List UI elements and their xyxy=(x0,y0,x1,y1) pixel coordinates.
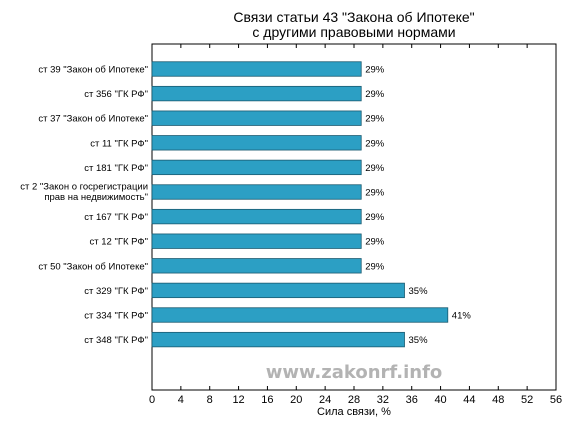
x-tick-label: 12 xyxy=(232,394,244,406)
chart-title-line: Связи статьи 43 "Закона об Ипотеке" xyxy=(233,9,474,25)
chart-title-line: с другими правовыми нормами xyxy=(252,24,455,40)
bar xyxy=(151,307,449,323)
category-label: ст 39 "Закон об Ипотеке" xyxy=(38,65,148,76)
x-tick-label: 24 xyxy=(319,394,331,406)
data-label: 29% xyxy=(365,65,385,76)
x-tick-label: 48 xyxy=(492,394,504,406)
bar xyxy=(151,331,405,348)
bar xyxy=(151,61,362,77)
x-tick-label: 40 xyxy=(434,394,446,406)
data-label: 35% xyxy=(409,335,429,346)
x-axis: 0 4 8 12 16 20 24 28 32 36 40 44 48 52 56 xyxy=(149,44,562,406)
bar xyxy=(151,85,362,102)
category-label: ст 356 "ГК РФ" xyxy=(84,89,148,100)
category-label: ст 334 "ГК РФ" xyxy=(84,311,148,322)
category-label: ст 329 "ГК РФ" xyxy=(84,286,148,297)
data-label: 29% xyxy=(365,261,385,272)
bar xyxy=(151,159,362,176)
chart-title: Связи статьи 43 "Закона об Ипотеке"с дру… xyxy=(233,9,474,40)
category-label: ст 2 "Закон о госрегистрации прав на недв… xyxy=(20,182,148,204)
category-label: ст 12 "ГК РФ" xyxy=(90,237,148,248)
bars xyxy=(151,61,449,348)
bar xyxy=(151,233,362,249)
data-label: 35% xyxy=(409,286,429,297)
x-tick-label: 0 xyxy=(149,394,155,406)
watermark-text: www.zakonrf.info xyxy=(266,362,443,383)
category-label: ст 181 "ГК РФ" xyxy=(84,163,148,174)
category-label: ст 37 "Закон об Ипотеке" xyxy=(38,114,148,125)
category-label: ст 50 "Закон об Ипотеке" xyxy=(38,261,148,272)
data-label: 29% xyxy=(365,138,385,149)
x-tick-label: 16 xyxy=(261,394,273,406)
data-label: 29% xyxy=(365,237,385,248)
data-label: 41% xyxy=(452,311,472,322)
bar xyxy=(151,258,362,274)
x-tick-label: 20 xyxy=(290,394,302,406)
category-label: ст 167 "ГК РФ" xyxy=(84,212,148,223)
x-tick-label: 4 xyxy=(178,394,184,406)
x-tick-label: 8 xyxy=(207,394,213,406)
bar xyxy=(151,135,362,151)
category-labels: ст 39 "Закон об Ипотеке" ст 356 "ГК РФ" ст… xyxy=(20,65,148,347)
data-label: 29% xyxy=(365,89,385,100)
x-tick-label: 36 xyxy=(406,394,418,406)
data-label: 29% xyxy=(365,163,385,174)
x-axis-label: Сила связи, % xyxy=(317,406,391,418)
x-tick-label: 56 xyxy=(550,394,562,406)
x-tick-label: 32 xyxy=(377,394,389,406)
bar xyxy=(151,208,362,225)
bar xyxy=(151,110,362,126)
x-tick-label: 52 xyxy=(521,394,533,406)
data-label: 29% xyxy=(365,114,385,125)
x-tick-label: 44 xyxy=(463,394,475,406)
value-labels: 29% 29% 29% 29% 29% 29% 29% 29% 29% 35% 41% 35% xyxy=(365,65,471,347)
bar xyxy=(151,184,362,200)
data-label: 29% xyxy=(365,188,385,199)
category-label: ст 348 "ГК РФ" xyxy=(84,335,148,346)
x-tick-label: 28 xyxy=(348,394,360,406)
data-label: 29% xyxy=(365,212,385,223)
category-label: ст 11 "ГК РФ" xyxy=(90,138,148,149)
bar xyxy=(151,282,405,299)
